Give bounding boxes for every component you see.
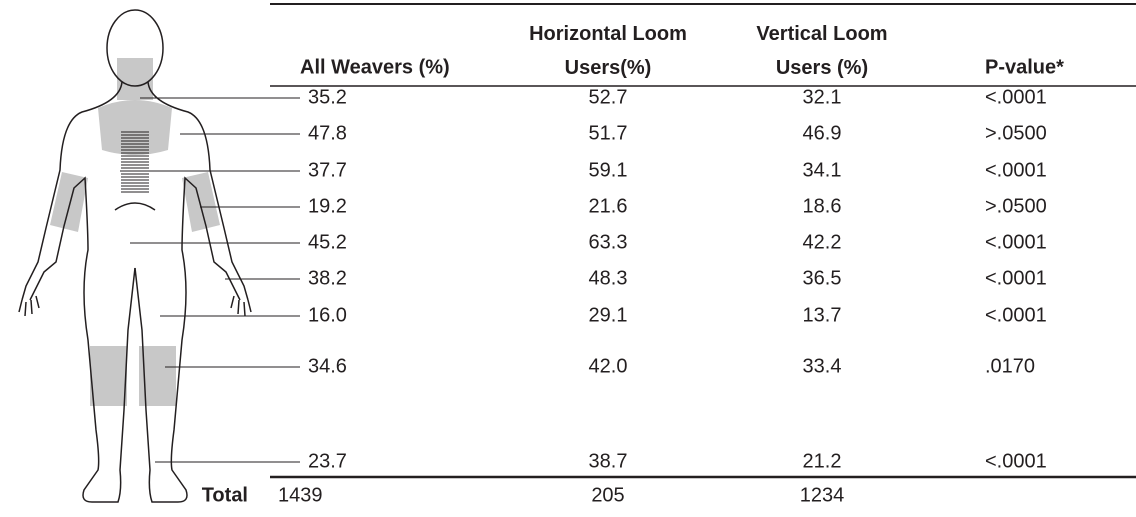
- header-cell: All Weavers (%): [300, 56, 450, 78]
- table-cell: <.0001: [985, 231, 1047, 253]
- total-label: Total: [202, 484, 248, 506]
- table-cell: 34.6: [308, 355, 347, 377]
- table-cell: >.0500: [985, 195, 1047, 217]
- total-cell: 205: [591, 484, 624, 506]
- table-cell: 33.4: [803, 355, 842, 377]
- table-cell: 35.2: [308, 86, 347, 108]
- body-figure: [19, 10, 251, 502]
- table-cell: 63.3: [589, 231, 628, 253]
- table-cell: 59.1: [589, 159, 628, 181]
- table-cell: 38.2: [308, 267, 347, 289]
- table-cell: 47.8: [308, 122, 347, 144]
- total-cell: 1234: [800, 484, 845, 506]
- table-cell: .0170: [985, 355, 1035, 377]
- table-cell: >.0500: [985, 122, 1047, 144]
- table-cell: <.0001: [985, 267, 1047, 289]
- table-cell: 18.6: [803, 195, 842, 217]
- table-cell: 36.5: [803, 267, 842, 289]
- table-cell: 34.1: [803, 159, 842, 181]
- table-cell: 29.1: [589, 304, 628, 326]
- table-cell: 48.3: [589, 267, 628, 289]
- page: All Weavers (%) Horizontal LoomUsers(%) …: [0, 0, 1136, 512]
- table-cell: 23.7: [308, 450, 347, 472]
- table-cell: 16.0: [308, 304, 347, 326]
- table-cell: <.0001: [985, 304, 1047, 326]
- table-cell: 52.7: [589, 86, 628, 108]
- table-cell: 37.7: [308, 159, 347, 181]
- table-cell: 21.6: [589, 195, 628, 217]
- table-cell: 42.0: [589, 355, 628, 377]
- table-cell: <.0001: [985, 159, 1047, 181]
- table-cell: <.0001: [985, 450, 1047, 472]
- table-cell: 13.7: [803, 304, 842, 326]
- table-cell: <.0001: [985, 86, 1047, 108]
- total-cell: 1439: [278, 484, 323, 506]
- table-cell: 42.2: [803, 231, 842, 253]
- table-cell: 19.2: [308, 195, 347, 217]
- table-cell: 45.2: [308, 231, 347, 253]
- table-cell: 51.7: [589, 122, 628, 144]
- table-cell: 32.1: [803, 86, 842, 108]
- table-cell: 38.7: [589, 450, 628, 472]
- table-cell: 21.2: [803, 450, 842, 472]
- header-cell: P-value*: [985, 56, 1064, 78]
- table-cell: 46.9: [803, 122, 842, 144]
